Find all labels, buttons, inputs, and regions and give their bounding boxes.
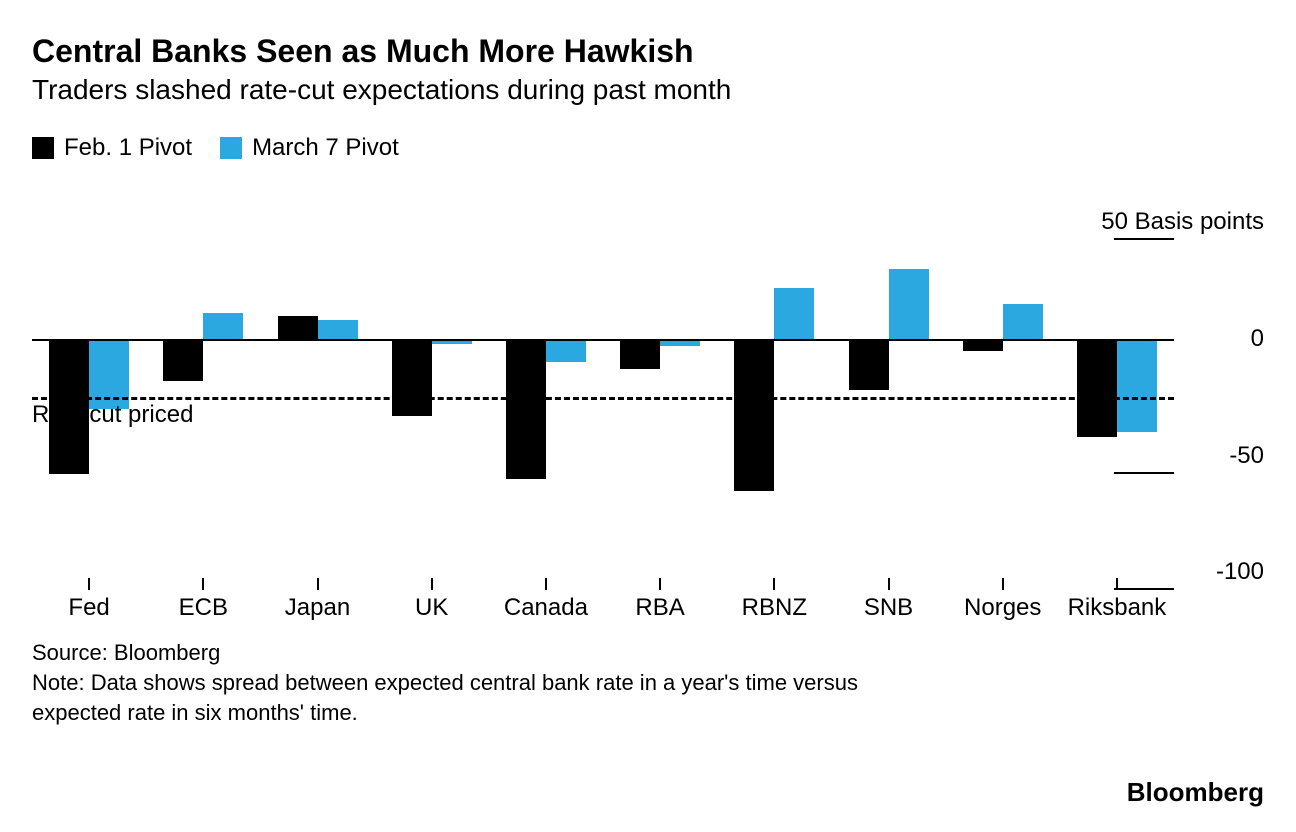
x-label: RBNZ xyxy=(742,594,807,622)
x-label: Canada xyxy=(504,594,588,622)
reference-line xyxy=(32,397,1174,400)
reference-label: Rate cut priced xyxy=(32,401,193,429)
x-tick xyxy=(88,578,90,590)
x-tick xyxy=(431,578,433,590)
bar xyxy=(889,269,929,339)
y-tick-label: -50 xyxy=(1229,442,1264,470)
legend-item-feb: Feb. 1 Pivot xyxy=(32,134,192,162)
y-tick-line xyxy=(1114,588,1174,590)
note-text: Note: Data shows spread between expected… xyxy=(32,668,912,727)
bar xyxy=(546,339,586,362)
plot-area: FedECBJapanUKCanadaRBARBNZSNBNorgesRiksb… xyxy=(32,222,1174,572)
bar xyxy=(620,339,660,369)
x-tick xyxy=(773,578,775,590)
x-label: Japan xyxy=(285,594,350,622)
x-tick xyxy=(202,578,204,590)
y-tick-line xyxy=(1114,472,1174,474)
y-tick-label: 50 Basis points xyxy=(1101,208,1264,236)
bar xyxy=(1003,304,1043,339)
y-tick-line xyxy=(1114,238,1174,240)
x-tick xyxy=(659,578,661,590)
bar xyxy=(1077,339,1117,437)
chart-subtitle: Traders slashed rate-cut expectations du… xyxy=(32,74,1264,106)
zero-axis-line xyxy=(32,339,1174,341)
x-label: Riksbank xyxy=(1068,594,1167,622)
bar xyxy=(318,320,358,339)
x-label: Fed xyxy=(68,594,109,622)
bar xyxy=(506,339,546,479)
bar xyxy=(734,339,774,491)
bar xyxy=(278,316,318,339)
chart-title: Central Banks Seen as Much More Hawkish xyxy=(32,32,1264,70)
legend: Feb. 1 Pivot March 7 Pivot xyxy=(32,134,1264,162)
bar xyxy=(849,339,889,390)
legend-label-feb: Feb. 1 Pivot xyxy=(64,134,192,162)
legend-label-mar: March 7 Pivot xyxy=(252,134,399,162)
x-label: UK xyxy=(415,594,448,622)
chart-area: Fed ECB Japan UK Canada RBA RBNZ SNB Norges Riksb… xyxy=(32,182,1264,632)
bar xyxy=(1117,339,1157,432)
footer: Source: Bloomberg Note: Data shows sprea… xyxy=(32,638,912,727)
bar xyxy=(163,339,203,381)
legend-item-mar: March 7 Pivot xyxy=(220,134,399,162)
source-text: Source: Bloomberg xyxy=(32,638,912,668)
x-label: ECB xyxy=(179,594,228,622)
x-tick xyxy=(1002,578,1004,590)
y-tick-label: 0 xyxy=(1251,325,1264,353)
legend-swatch-mar xyxy=(220,137,242,159)
bar xyxy=(203,313,243,339)
x-tick xyxy=(317,578,319,590)
bar xyxy=(392,339,432,416)
x-label: SNB xyxy=(864,594,913,622)
legend-swatch-feb xyxy=(32,137,54,159)
y-tick-label: -100 xyxy=(1216,558,1264,586)
x-tick xyxy=(545,578,547,590)
brand-logo: Bloomberg xyxy=(1127,777,1264,808)
x-label: RBA xyxy=(635,594,684,622)
bar xyxy=(774,288,814,339)
x-label: Norges xyxy=(964,594,1041,622)
x-tick xyxy=(888,578,890,590)
